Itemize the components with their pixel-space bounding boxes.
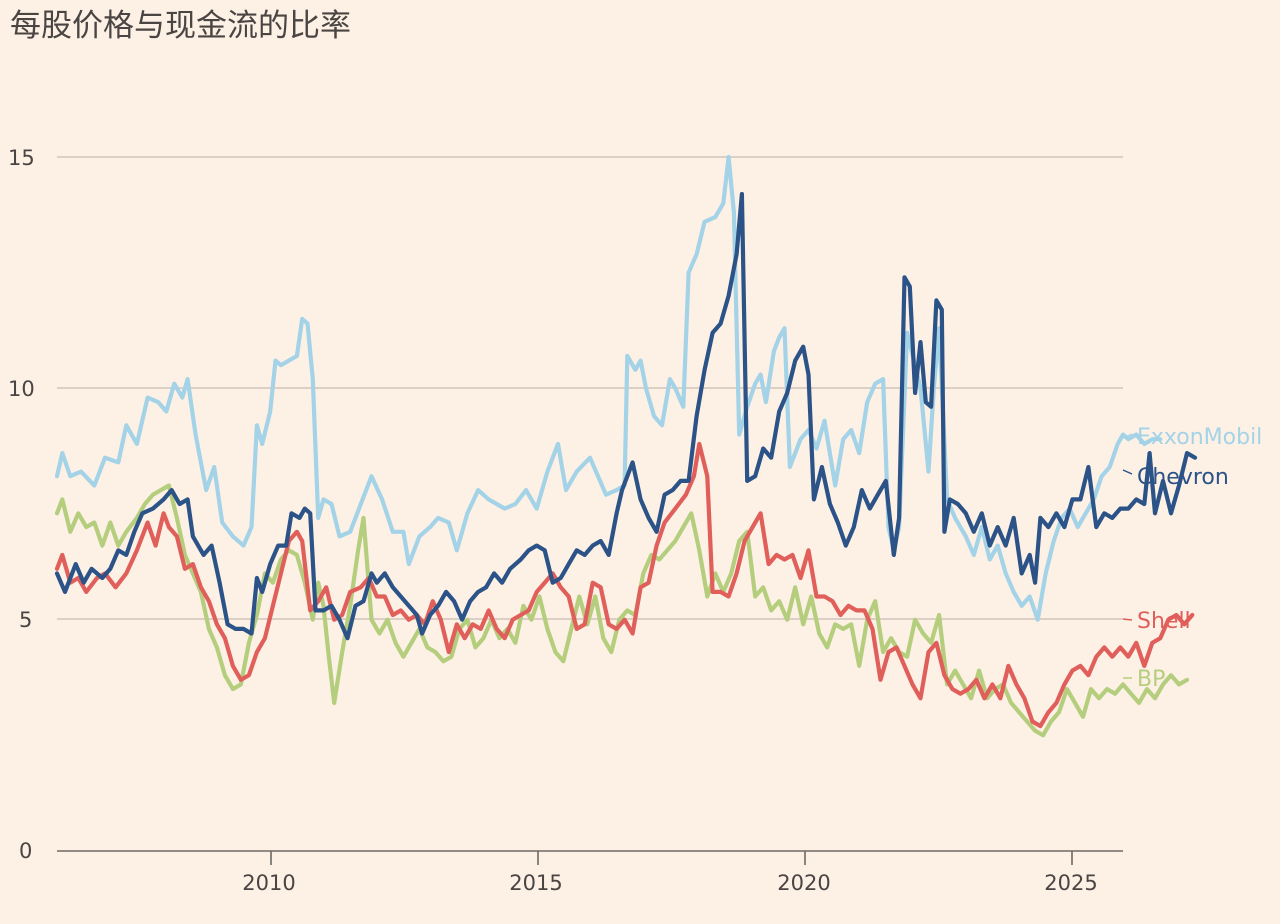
shell-label-connector — [1122, 618, 1133, 621]
exxonmobil-series-line — [54, 154, 1163, 622]
x-tick-label-2010: 2010 — [242, 871, 295, 895]
chevron-label-connector — [1122, 469, 1133, 475]
chart-title: 每股价格与现金流的比率 — [10, 8, 351, 44]
x-tick-label-2015: 2015 — [509, 871, 562, 895]
y-tick-label-15: 15 — [8, 146, 35, 170]
exxonmobil-label-connector — [1122, 433, 1133, 439]
x-tick-labels: 2010 2015 2020 2025 — [242, 871, 1097, 895]
y-tick-label-10: 10 — [8, 377, 35, 401]
series-layer — [54, 154, 1198, 738]
x-tick-label-2025: 2025 — [1044, 871, 1097, 895]
shell-label: Shell — [1137, 609, 1191, 634]
x-tick-label-2020: 2020 — [777, 871, 830, 895]
y-tick-label-0: 0 — [19, 839, 32, 863]
chevron-series-line — [54, 191, 1198, 641]
chevron-label: Chevron — [1137, 465, 1229, 490]
shell-series-line — [54, 441, 1195, 729]
exxonmobil-label: ExxonMobil — [1137, 425, 1262, 450]
series-labels: ExxonMobil Chevron Shell BP — [1122, 425, 1262, 692]
y-tick-labels: 15 10 5 0 — [8, 146, 35, 863]
x-ticks — [270, 851, 1073, 865]
bp-label: BP — [1137, 667, 1165, 692]
y-tick-label-5: 5 — [19, 608, 32, 632]
